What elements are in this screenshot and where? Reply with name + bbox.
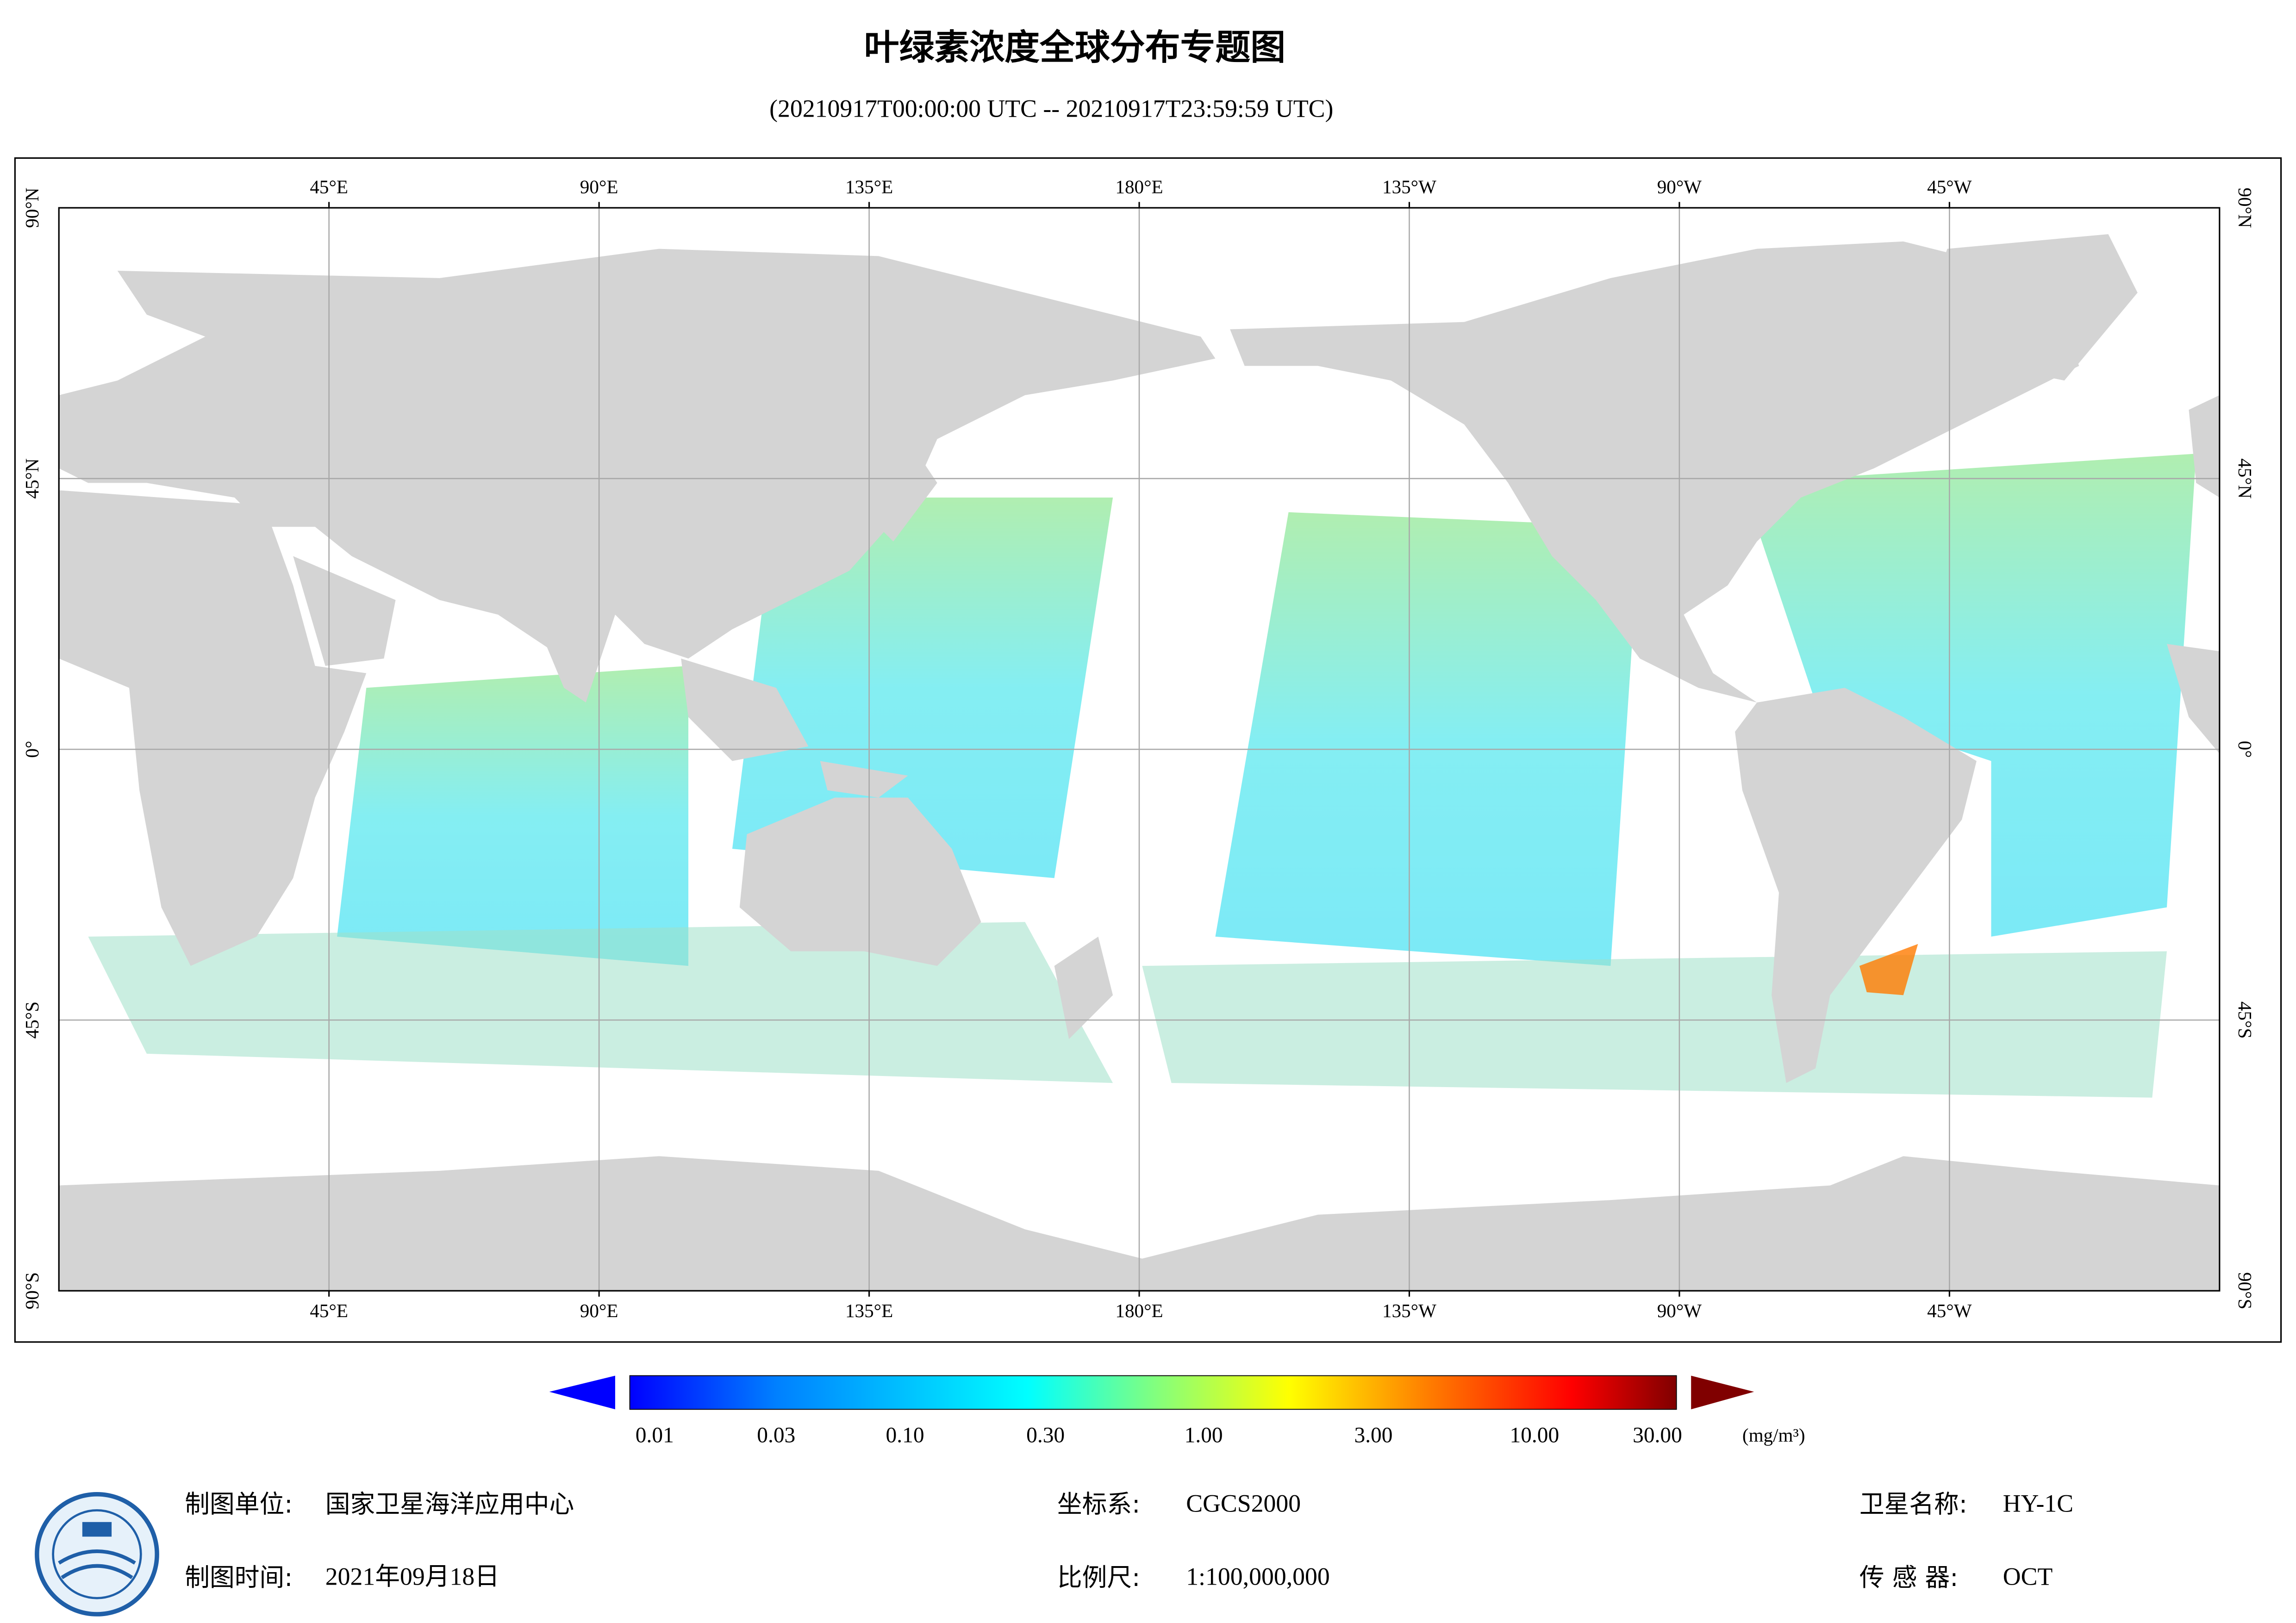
north-america — [1230, 241, 2079, 703]
swath — [1742, 454, 2196, 937]
swath — [1215, 512, 1640, 966]
greenland — [1932, 234, 2138, 381]
colorbar-high-arrow — [1691, 1375, 1754, 1410]
colorbar-label: 0.10 — [886, 1423, 924, 1447]
japan — [879, 439, 937, 542]
map-frame — [14, 157, 2282, 1343]
footer-value: HY-1C — [2003, 1489, 2073, 1517]
footer-label: 比例尺: — [1057, 1563, 1140, 1592]
footer-value: 国家卫星海洋应用中心 — [325, 1490, 574, 1519]
colorbar-label: 1.00 — [1185, 1423, 1223, 1447]
footer-value: 2021年09月18日 — [325, 1562, 499, 1590]
bloom — [1859, 944, 1918, 995]
lon-label: 45°E — [310, 1300, 348, 1321]
lat-label: 90°N — [2234, 187, 2256, 228]
colorbar-label: 30.00 — [1633, 1423, 1682, 1447]
lon-label: 180°E — [1115, 1300, 1163, 1321]
new-guinea — [820, 761, 908, 798]
new-zealand — [1054, 936, 1113, 1039]
lat-label: 90°S — [2234, 1272, 2256, 1309]
swath — [88, 922, 1113, 1083]
colorbar-label: 0.01 — [636, 1423, 674, 1447]
swath — [1142, 951, 2167, 1098]
lon-label: 45°E — [310, 176, 348, 197]
footer-value: 1:100,000,000 — [1186, 1562, 1330, 1590]
lon-label: 90°W — [1657, 176, 1702, 197]
footer-label: 坐标系: — [1057, 1490, 1140, 1519]
lon-label: 135°E — [845, 176, 893, 197]
lon-label: 90°W — [1657, 1300, 1702, 1321]
lon-label: 135°E — [845, 1300, 893, 1321]
colorbar-low-arrow — [549, 1375, 615, 1410]
lat-label: 45°N — [21, 458, 43, 498]
lon-label: 90°E — [580, 1300, 618, 1321]
lon-label: 45°W — [1927, 1300, 1972, 1321]
colorbar-label: 3.00 — [1354, 1423, 1392, 1447]
west-africa — [2166, 644, 2220, 754]
lat-label: 45°S — [2234, 1001, 2256, 1038]
footer-label: 制图时间: — [185, 1563, 293, 1592]
indonesia — [681, 659, 809, 761]
footer-label: 传 感 器: — [1859, 1563, 1959, 1592]
eurasia — [59, 249, 1216, 673]
data-swaths — [88, 454, 2196, 1098]
map-border — [58, 207, 2221, 1292]
logo — [35, 1492, 159, 1617]
graticule: 45°E 45°E 90°E 90°E 135°E 135°E 180°E 180°E 135°… — [21, 176, 2256, 1321]
subtitle: (20210917T00:00:00 UTC -- 20210917T23:59… — [769, 95, 1333, 123]
colorbar-label: 0.30 — [1026, 1423, 1065, 1447]
colorbar-label: 0.03 — [757, 1423, 795, 1447]
lon-label: 180°E — [1115, 176, 1163, 197]
footer-label: 制图单位: — [185, 1490, 293, 1519]
lat-label: 45°S — [21, 1001, 43, 1038]
lon-label: 90°E — [580, 176, 618, 197]
arabia — [293, 556, 396, 666]
colorbar: (mg/m³) 0.01 0.03 0.10 0.30 1.00 3.00 10.00 30.… — [549, 1375, 1805, 1447]
western-europe — [2189, 395, 2220, 498]
title: 叶绿素浓度全球分布专题图 — [864, 27, 1286, 68]
australia — [739, 797, 981, 966]
lon-label: 135°W — [1382, 176, 1436, 197]
lon-label: 45°W — [1927, 176, 1972, 197]
lat-label: 0° — [2234, 741, 2256, 758]
africa — [59, 490, 367, 966]
footer-value: OCT — [2003, 1562, 2053, 1590]
lat-label: 90°S — [21, 1272, 43, 1309]
colorbar-unit: (mg/m³) — [1742, 1424, 1805, 1446]
colorbar-ramp — [629, 1375, 1677, 1410]
lat-label: 90°N — [21, 187, 43, 228]
footer-value: CGCS2000 — [1186, 1489, 1301, 1517]
swath — [337, 665, 689, 966]
lon-label: 135°W — [1382, 1300, 1436, 1321]
lat-label: 0° — [21, 741, 43, 758]
india — [527, 600, 615, 703]
footer-label: 卫星名称: — [1859, 1490, 1967, 1519]
south-america — [1735, 688, 1977, 1083]
footer: 制图单位: 国家卫星海洋应用中心 制图时间: 2021年09月18日 坐标系: … — [185, 1489, 2073, 1592]
lat-label: 45°N — [2234, 458, 2256, 498]
colorbar-label: 10.00 — [1510, 1423, 1559, 1447]
